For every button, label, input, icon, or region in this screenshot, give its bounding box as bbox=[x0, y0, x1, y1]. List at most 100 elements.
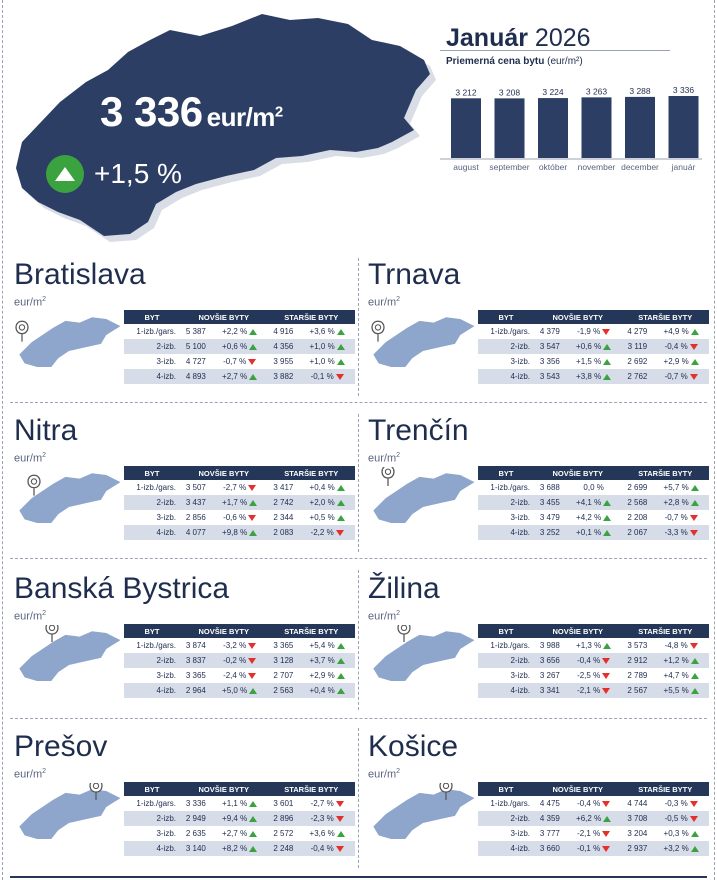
region-name: Žilina bbox=[368, 572, 440, 605]
up-arrow-icon bbox=[336, 642, 345, 649]
up-arrow-icon bbox=[603, 373, 612, 380]
old-price: 2 896 bbox=[267, 811, 300, 826]
col-old: STARŠIE BYTY bbox=[621, 466, 709, 480]
price-table: BYT NOVŠIE BYTY STARŠIE BYTY 1-izb./gars. 4 … bbox=[478, 782, 709, 856]
new-price: 4 379 bbox=[539, 327, 560, 336]
old-price: 3 955 bbox=[273, 357, 294, 366]
up-arrow-icon bbox=[249, 499, 258, 506]
old-change: -0,4 % bbox=[653, 339, 709, 354]
row-label: 3-izb. bbox=[510, 829, 530, 838]
old-change: +0,5 % bbox=[299, 510, 355, 525]
old-price: 2 692 bbox=[627, 357, 648, 366]
region-0: Bratislava eur/m2 BYT NOVŠIE BYTY STARŠIE BY… bbox=[14, 258, 355, 408]
table-row: 4-izb. 4 077 +9,8 % 2 083 -2,2 % bbox=[124, 525, 355, 540]
new-change: -2,1 % bbox=[565, 683, 622, 698]
old-change: +4,9 % bbox=[653, 324, 709, 339]
col-new: NOVŠIE BYTY bbox=[180, 782, 268, 796]
location-pin-icon bbox=[45, 625, 59, 643]
region-unit: eur/m2 bbox=[14, 768, 47, 781]
table-row: 3-izb. 3 356 +1,5 % 2 692 +2,9 % bbox=[478, 354, 709, 369]
old-price: 2 742 bbox=[267, 495, 300, 510]
table-row: 3-izb. 4 727 -0,7 % 3 955 +1,0 % bbox=[124, 354, 355, 369]
up-arrow-icon bbox=[690, 830, 699, 837]
down-arrow-icon bbox=[602, 672, 611, 679]
down-arrow-icon bbox=[602, 687, 611, 694]
separator bbox=[10, 718, 707, 719]
location-pin-icon bbox=[381, 467, 395, 486]
new-change: -0,1 % bbox=[565, 841, 622, 856]
col-new: NOVŠIE BYTY bbox=[180, 310, 268, 324]
table-row: 4-izb. 3 660 -0,1 % 2 937 +3,2 % bbox=[478, 841, 709, 856]
down-arrow-icon bbox=[602, 328, 611, 335]
old-price: 2 248 bbox=[267, 841, 300, 856]
table-row: 4-izb. 2 964 +5,0 % 2 563 +0,4 % bbox=[124, 683, 355, 698]
row-label: 2-izb. bbox=[478, 811, 534, 826]
bottom-rule bbox=[10, 876, 707, 878]
col-byt: BYT bbox=[124, 466, 180, 480]
down-arrow-icon bbox=[689, 373, 698, 380]
up-arrow-icon bbox=[336, 672, 345, 679]
down-arrow-icon bbox=[248, 514, 257, 521]
bar-september bbox=[494, 98, 525, 158]
down-arrow-icon bbox=[248, 358, 257, 365]
col-byt: BYT bbox=[478, 466, 534, 480]
col-old: STARŠIE BYTY bbox=[621, 310, 709, 324]
region-map bbox=[373, 625, 475, 681]
region-name: Prešov bbox=[14, 730, 108, 763]
up-arrow-icon bbox=[336, 499, 345, 506]
table-row: 2-izb. 3 455 +4,1 % 2 568 +2,8 % bbox=[478, 495, 709, 510]
old-price: 2 789 bbox=[627, 671, 648, 680]
up-arrow-icon bbox=[603, 529, 612, 536]
table-row: 1-izb./gars. 3 336 +1,1 % 3 601 -2,7 % bbox=[124, 796, 355, 811]
new-change: -2,1 % bbox=[566, 826, 622, 841]
table-row: 3-izb. 3 365 -2,4 % 2 707 +2,9 % bbox=[124, 668, 355, 683]
new-price: 3 336 bbox=[185, 799, 206, 808]
new-change: +0,1 % bbox=[565, 525, 622, 540]
row-label: 2-izb. bbox=[124, 653, 180, 668]
region-unit: eur/m2 bbox=[14, 610, 47, 623]
old-price: 2 707 bbox=[273, 671, 294, 680]
col-old: STARŠIE BYTY bbox=[267, 624, 355, 638]
category-label: august bbox=[453, 162, 479, 172]
new-change: +0,6 % bbox=[565, 339, 622, 354]
new-change: -0,4 % bbox=[566, 796, 622, 811]
new-change: +6,2 % bbox=[565, 811, 622, 826]
separator bbox=[358, 414, 359, 552]
table-row: 4-izb. 3 252 +0,1 % 2 067 -3,3 % bbox=[478, 525, 709, 540]
arrow-up-icon bbox=[46, 155, 84, 193]
new-price: 5 387 bbox=[185, 327, 206, 336]
col-byt: BYT bbox=[124, 782, 180, 796]
up-arrow-icon bbox=[336, 484, 345, 491]
new-change: +1,5 % bbox=[566, 354, 622, 369]
col-new: NOVŠIE BYTY bbox=[534, 782, 622, 796]
old-change: -0,1 % bbox=[299, 369, 355, 384]
col-new: NOVŠIE BYTY bbox=[534, 310, 622, 324]
bar-value-label: 3 336 bbox=[673, 85, 695, 95]
row-label: 4-izb. bbox=[478, 369, 534, 384]
row-label: 3-izb. bbox=[156, 513, 176, 522]
down-arrow-icon bbox=[689, 800, 698, 807]
table-row: 4-izb. 3 341 -2,1 % 2 567 +5,5 % bbox=[478, 683, 709, 698]
up-arrow-icon bbox=[249, 815, 258, 822]
new-change: +1,1 % bbox=[212, 796, 268, 811]
table-row: 2-izb. 3 547 +0,6 % 3 119 -0,4 % bbox=[478, 339, 709, 354]
row-label: 1-izb./gars. bbox=[136, 641, 176, 650]
up-arrow-icon bbox=[336, 657, 345, 664]
new-price: 4 077 bbox=[180, 525, 212, 540]
old-price: 2 067 bbox=[621, 525, 654, 540]
region-5: Žilina eur/m2 BYT NOVŠIE BYTY STARŠIE BYTY 1-… bbox=[368, 572, 709, 722]
up-arrow-icon bbox=[249, 845, 258, 852]
table-row: 1-izb./gars. 5 387 +2,2 % 4 916 +3,6 % bbox=[124, 324, 355, 339]
down-arrow-icon bbox=[602, 845, 611, 852]
category-label: január bbox=[671, 162, 696, 172]
category-label: november bbox=[578, 162, 616, 172]
down-arrow-icon bbox=[602, 657, 611, 664]
row-label: 4-izb. bbox=[478, 525, 534, 540]
region-name: Bratislava bbox=[14, 258, 146, 291]
up-arrow-icon bbox=[690, 687, 699, 694]
table-row: 1-izb./gars. 3 874 -3,2 % 3 365 +5,4 % bbox=[124, 638, 355, 653]
old-change: -2,3 % bbox=[299, 811, 355, 826]
down-arrow-icon bbox=[602, 830, 611, 837]
table-row: 2-izb. 3 437 +1,7 % 2 742 +2,0 % bbox=[124, 495, 355, 510]
col-old: STARŠIE BYTY bbox=[621, 782, 709, 796]
